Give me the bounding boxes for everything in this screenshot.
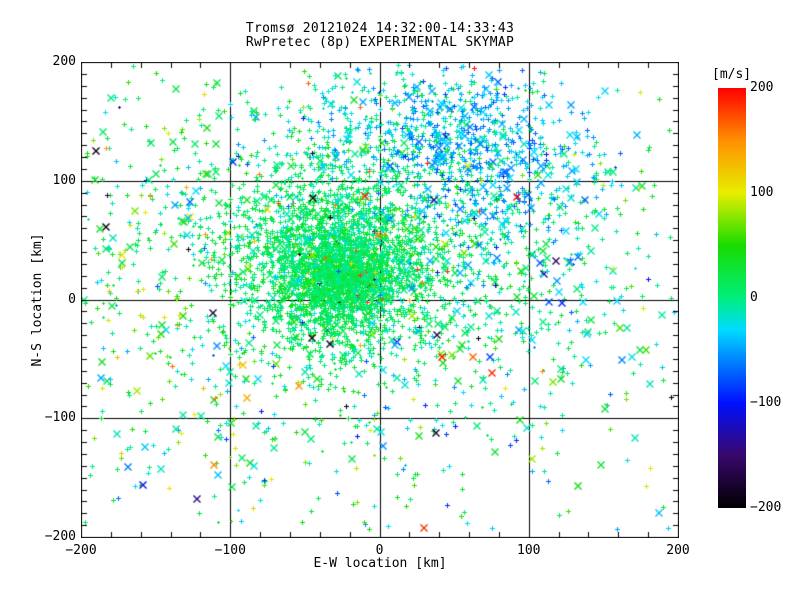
colorbar-tick-label: 100 xyxy=(750,185,774,200)
y-tick-label: 100 xyxy=(52,172,76,188)
y-tick-label: 200 xyxy=(52,54,76,69)
colorbar-tick-label: −200 xyxy=(750,500,782,515)
x-tick-label: 0 xyxy=(375,543,384,558)
plot-title: Tromsø 20121024 14:32:00-14:33:43 xyxy=(245,21,515,36)
y-tick-label: 0 xyxy=(68,291,76,307)
colorbar-tick-label: 200 xyxy=(750,80,774,95)
x-tick-label: 200 xyxy=(666,543,690,558)
x-tick-label: 100 xyxy=(517,543,541,558)
colorbar-tick-label: 0 xyxy=(750,290,758,305)
skymap-scatter-canvas xyxy=(81,62,679,538)
y-tick-label: −100 xyxy=(44,410,76,426)
colorbar-tick-label: −100 xyxy=(750,395,782,410)
x-tick-label: −200 xyxy=(65,543,97,558)
y-tick-label: −200 xyxy=(44,529,76,544)
plot-title-block: Tromsø 20121024 14:32:00-14:33:43 RwPrete… xyxy=(81,22,679,50)
x-axis-title: E-W location [km] xyxy=(313,556,447,571)
x-tick-label: −100 xyxy=(214,543,246,558)
colorbar-units-label: [m/s] xyxy=(712,67,752,82)
colorbar-gradient xyxy=(718,88,746,508)
plot-subtitle: RwPretec (8p) EXPERIMENTAL SKYMAP xyxy=(245,35,515,50)
